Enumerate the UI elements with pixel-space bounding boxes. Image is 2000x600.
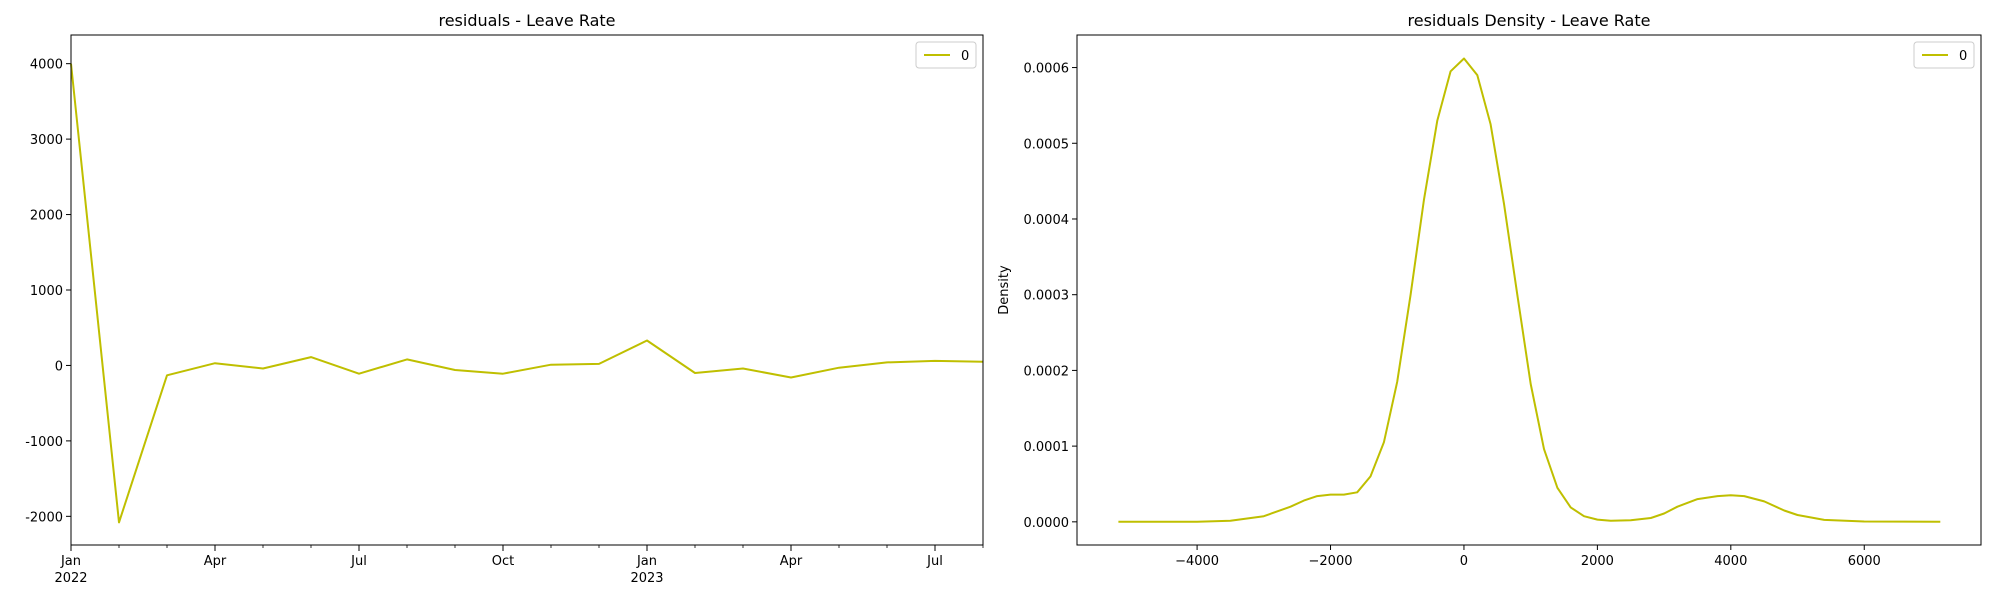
x-tick-label: Jan bbox=[636, 554, 657, 569]
y-tick-label: 2000 bbox=[30, 209, 63, 224]
y-tick-label: 4000 bbox=[30, 58, 63, 73]
plot-frame bbox=[1076, 34, 1982, 546]
y-tick-label: 0.0006 bbox=[1024, 62, 1070, 77]
y-tick-label: 0.0005 bbox=[1024, 137, 1070, 152]
y-tick-label: -1000 bbox=[25, 435, 63, 450]
legend-entry-label: 0 bbox=[961, 49, 969, 64]
axes: 0.0000 0.0001 0.0002 0.0003 0.0004 0.0005 0.00… bbox=[1024, 62, 1881, 569]
series-line-0 bbox=[70, 63, 984, 524]
y-tick-label: 0.0001 bbox=[1024, 440, 1070, 455]
x-tick-label: 0 bbox=[1460, 554, 1468, 569]
x-tick-label: 2000 bbox=[1581, 554, 1614, 569]
x-tick-label: Jul bbox=[350, 554, 367, 569]
x-tick-label: −4000 bbox=[1175, 554, 1219, 569]
x-tick-label: Apr bbox=[204, 554, 227, 569]
plot-frame bbox=[70, 34, 984, 546]
x-tick-label: Oct bbox=[492, 554, 514, 569]
x-tick-year-label: 2023 bbox=[630, 571, 663, 586]
y-tick-label: 0.0000 bbox=[1024, 516, 1070, 531]
x-tick-year-label: 2022 bbox=[54, 571, 87, 586]
legend-entry-label: 0 bbox=[1959, 49, 1967, 64]
y-tick-label: 0.0002 bbox=[1024, 364, 1070, 379]
y-tick-label: 0.0004 bbox=[1024, 213, 1070, 228]
y-tick-label: 0 bbox=[55, 359, 63, 374]
series-layer bbox=[1118, 57, 1941, 523]
residuals-density-chart: residuals Density - Leave Rate Density 0… bbox=[997, 11, 1982, 569]
chart-title: residuals Density - Leave Rate bbox=[1408, 11, 1651, 30]
x-tick-label: Apr bbox=[780, 554, 803, 569]
y-axis-label: Density bbox=[997, 265, 1012, 315]
legend: 0 bbox=[915, 41, 977, 69]
chart-title: residuals - Leave Rate bbox=[438, 11, 615, 30]
legend: 0 bbox=[1913, 41, 1975, 69]
residuals-line-chart: residuals - Leave Rate -2000 -1000 0 1000 20… bbox=[25, 11, 984, 586]
x-tick-label: Jul bbox=[926, 554, 943, 569]
x-tick-label: 6000 bbox=[1848, 554, 1881, 569]
x-tick-label: 4000 bbox=[1714, 554, 1747, 569]
y-tick-label: 1000 bbox=[30, 284, 63, 299]
x-tick-label: Jan bbox=[60, 554, 81, 569]
series-layer bbox=[70, 63, 984, 524]
y-tick-label: 0.0003 bbox=[1024, 289, 1070, 304]
density-curve-0 bbox=[1118, 57, 1941, 523]
axes: -2000 -1000 0 1000 2000 3000 4000 Jan 2022 Apr Jul… bbox=[25, 58, 984, 586]
y-tick-label: 3000 bbox=[30, 133, 63, 148]
x-tick-label: −2000 bbox=[1309, 554, 1353, 569]
y-tick-label: -2000 bbox=[25, 510, 63, 525]
